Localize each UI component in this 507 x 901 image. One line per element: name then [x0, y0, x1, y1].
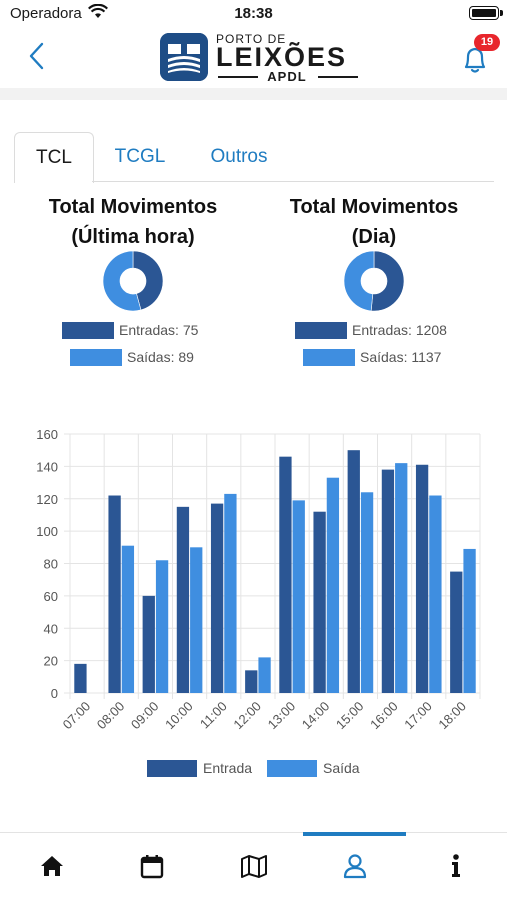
hour-donut-chart	[102, 250, 164, 312]
y-tick-label: 80	[44, 557, 58, 572]
day-saidas-swatch	[303, 349, 355, 366]
tab-outros[interactable]: Outros	[210, 146, 268, 167]
bar-entrada-10:00	[176, 506, 190, 693]
logo-divider	[318, 76, 358, 78]
legend-entrada-label: Entrada	[203, 760, 253, 776]
bar-entrada-12:00	[245, 670, 258, 693]
status-bar: Operadora 18:38	[0, 0, 507, 28]
wifi-icon	[88, 4, 108, 18]
hour-saidas-swatch	[70, 349, 122, 366]
x-tick-label: 17:00	[401, 699, 435, 733]
legend-saida-swatch	[267, 760, 317, 777]
info-icon[interactable]	[436, 846, 476, 886]
x-tick-label: 13:00	[265, 699, 299, 733]
day-summary-title: Total Movimentos (Dia)	[264, 192, 484, 252]
day-donut-slice-saidas	[343, 250, 375, 312]
y-tick-label: 160	[36, 427, 58, 442]
bar-saida-18:00	[463, 548, 476, 693]
y-tick-label: 100	[36, 524, 58, 539]
day-donut-chart	[343, 250, 405, 312]
back-button[interactable]	[22, 36, 56, 76]
day-saidas-label: Saídas: 1137	[360, 349, 442, 365]
tab-tcgl[interactable]: TCGL	[114, 146, 166, 167]
day-title-line1: Total Movimentos	[289, 196, 459, 218]
bar-saida-08:00	[121, 545, 135, 693]
x-tick-label: 08:00	[94, 699, 128, 733]
tab-tcl[interactable]: TCL	[14, 132, 94, 183]
x-tick-label: 11:00	[197, 699, 230, 732]
hour-title-line2: (Última hora)	[71, 226, 195, 248]
hour-title-line1: Total Movimentos	[48, 196, 218, 218]
map-icon[interactable]	[234, 846, 274, 886]
hourly-movements-bar-chart: 0 20 40 60 80 100 120 140 160 07:00 08:00 09:00 10:0…	[36, 427, 481, 733]
bar-entrada-07:00	[74, 663, 87, 693]
bottom-tab-bar	[0, 832, 507, 901]
logo-leixoes: LEIXÕES	[216, 42, 348, 72]
logo-mark-icon	[160, 33, 208, 81]
legend-entrada-swatch	[147, 760, 197, 777]
bar-entrada-11:00	[210, 503, 224, 693]
day-donut-slice-entradas	[370, 250, 405, 312]
bar-entrada-15:00	[347, 450, 360, 693]
bar-saida-09:00	[155, 560, 169, 693]
hour-summary-title: Total Movimentos (Última hora)	[23, 192, 243, 252]
hour-entradas-swatch	[62, 322, 114, 339]
logo-apdl: APDL	[267, 69, 307, 84]
porto-leixoes-logo: PORTO DE LEIXÕES APDL	[160, 31, 360, 84]
home-icon[interactable]	[32, 846, 72, 886]
hour-donut-slice-saidas	[102, 250, 142, 312]
x-tick-label: 18:00	[435, 699, 469, 733]
bar-saida-11:00	[224, 493, 237, 693]
bar-entrada-09:00	[142, 595, 155, 693]
header-divider	[0, 88, 507, 100]
x-tick-label: 09:00	[128, 699, 162, 733]
y-tick-label: 40	[44, 621, 58, 636]
nav-bar: PORTO DE LEIXÕES APDL 19	[0, 28, 507, 88]
bar-saida-12:00	[258, 657, 271, 693]
x-tick-label: 16:00	[367, 699, 401, 733]
bar-entrada-18:00	[450, 571, 463, 693]
user-icon[interactable]	[335, 846, 375, 886]
bar-saida-10:00	[190, 547, 203, 693]
battery-icon	[469, 6, 503, 20]
bar-entrada-08:00	[108, 495, 121, 693]
hour-saidas-label: Saídas: 89	[127, 349, 194, 365]
legend-saida-label: Saída	[323, 760, 360, 776]
bar-entrada-17:00	[415, 464, 429, 693]
bar-entrada-13:00	[279, 456, 292, 693]
bar-saida-14:00	[326, 477, 340, 693]
notification-badge: 19	[474, 34, 500, 51]
logo-porto-de: PORTO DE	[216, 32, 287, 46]
y-tick-label: 60	[44, 589, 58, 604]
y-tick-label: 120	[36, 492, 58, 507]
hour-entradas-label: Entradas: 75	[119, 322, 199, 338]
bar-saida-16:00	[395, 463, 408, 693]
x-tick-label: 15:00	[333, 699, 367, 733]
carrier-label: Operadora	[10, 5, 82, 22]
logo-divider	[218, 76, 258, 78]
day-entradas-label: Entradas: 1208	[352, 322, 447, 338]
hour-donut-slice-entradas	[132, 250, 164, 311]
x-tick-label: 07:00	[60, 699, 94, 733]
day-title-line2: (Dia)	[351, 226, 397, 248]
bar-entrada-14:00	[313, 511, 326, 693]
bar-saida-17:00	[429, 495, 442, 693]
bar-saida-15:00	[360, 492, 374, 693]
status-time: 18:38	[234, 5, 273, 22]
bar-saida-13:00	[292, 500, 305, 693]
tab-divider	[92, 181, 494, 182]
day-entradas-swatch	[295, 322, 347, 339]
x-tick-label: 14:00	[299, 699, 333, 733]
x-tick-label: 10:00	[162, 699, 196, 733]
y-tick-label: 20	[44, 654, 58, 669]
active-tab-indicator	[303, 832, 406, 836]
x-tick-label: 12:00	[230, 699, 264, 733]
notifications-bell-icon[interactable]	[455, 38, 495, 78]
bar-entrada-16:00	[381, 469, 395, 693]
y-tick-label: 0	[51, 686, 58, 701]
calendar-icon[interactable]	[132, 846, 172, 886]
y-tick-label: 140	[36, 459, 58, 474]
